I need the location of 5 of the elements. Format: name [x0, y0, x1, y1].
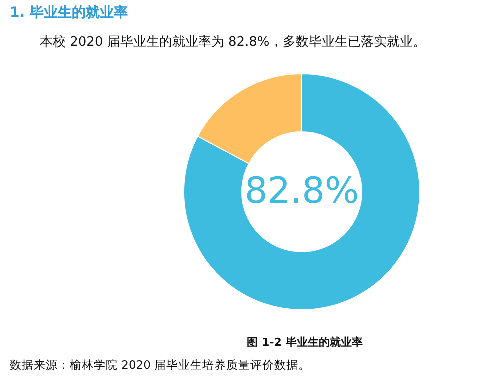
caption: 图 1-2 毕业生的就业率: [246, 335, 364, 350]
text: 1. 毕业生的就业率: [10, 4, 128, 22]
chart-subtitle: 本校 2020 届毕业生的就业率为 82.8%，多数毕业生已落实就业。: [40, 34, 426, 51]
source-note: 数据来源：榆林学院 2020 届毕业生培养质量评价数据。: [10, 358, 311, 373]
text: 82.8%: [244, 171, 360, 212]
